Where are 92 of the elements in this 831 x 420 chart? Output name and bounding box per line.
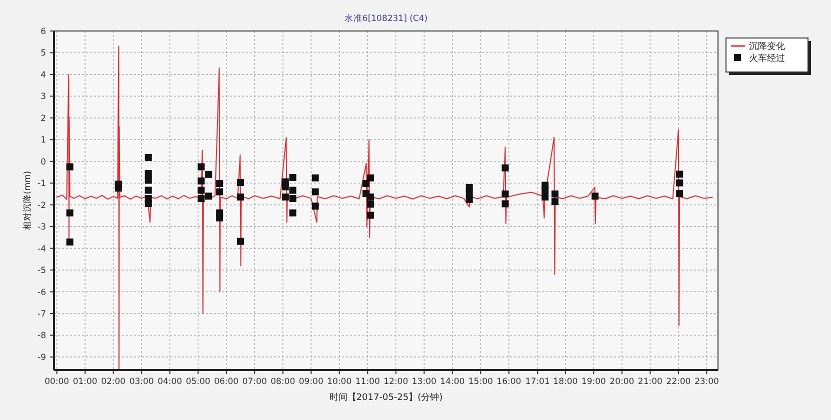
point	[205, 170, 212, 178]
legend-label: 火车经过	[749, 53, 785, 64]
y-tick-label: -9	[38, 352, 46, 363]
x-tick-label: 13:00	[412, 377, 436, 387]
point	[236, 178, 244, 186]
x-tick-label: 07:00	[242, 377, 267, 387]
point	[198, 163, 205, 170]
point	[144, 200, 152, 208]
x-tick-label: 04:00	[158, 377, 182, 387]
x-tick-label: 11:00	[355, 377, 380, 387]
x-tick-label: 10:00	[327, 377, 352, 387]
x-tick-label: 14:00	[440, 377, 465, 387]
point	[289, 195, 296, 202]
y-tick-label: 5	[40, 48, 46, 59]
point	[198, 195, 205, 202]
x-tick-label: 16:00	[496, 377, 522, 387]
x-tick-label: 17:01	[525, 377, 550, 387]
x-tick-label: 22:00	[666, 377, 691, 387]
x-tick-label: 06:00	[214, 377, 239, 387]
point	[502, 200, 509, 208]
point	[198, 186, 205, 194]
y-tick-label: 4	[40, 70, 46, 80]
point	[114, 184, 122, 192]
point	[236, 194, 244, 201]
y-tick-label: 2	[40, 114, 46, 124]
point	[366, 174, 374, 182]
point	[144, 154, 152, 161]
point	[502, 190, 509, 198]
x-tick-label: 12:00	[384, 377, 408, 387]
x-tick-label: 05:00	[186, 377, 210, 387]
point	[144, 170, 152, 178]
point	[551, 198, 558, 206]
x-tick-label: 18:00	[553, 377, 578, 387]
point	[466, 196, 473, 203]
point	[205, 192, 212, 200]
y-tick-label: 0	[40, 157, 46, 168]
point	[216, 188, 224, 196]
y-tick-label: -3	[38, 222, 46, 233]
point	[366, 212, 374, 219]
x-tick-label: 19:00	[581, 377, 606, 387]
point	[66, 238, 74, 246]
point	[289, 186, 296, 194]
point	[542, 186, 549, 194]
y-tick-label: -6	[38, 288, 46, 298]
y-tick-label: 1	[40, 136, 46, 146]
point	[282, 194, 289, 201]
y-tick-label: -7	[38, 310, 46, 320]
point	[366, 200, 374, 208]
y-tick-label: -5	[38, 266, 46, 276]
point	[216, 214, 224, 222]
y-axis-title: 相对沉降(mm)	[22, 170, 33, 230]
y-tick-label: -4	[38, 244, 46, 254]
x-tick-label: 03:00	[129, 377, 154, 387]
x-tick-label: 23:00	[694, 377, 719, 387]
x-tick-label: 08:00	[270, 377, 296, 387]
point	[289, 209, 296, 216]
y-tick-label: 3	[40, 92, 46, 102]
x-tick-label: 09:00	[298, 377, 324, 387]
point	[312, 174, 319, 182]
point	[66, 209, 74, 216]
x-tick-label: 21:00	[638, 377, 662, 387]
point	[144, 186, 152, 194]
point	[592, 192, 599, 200]
x-tick-label: 00:00	[44, 377, 70, 387]
point	[289, 174, 296, 181]
point	[198, 177, 205, 184]
point	[551, 190, 558, 198]
y-tick-label: -2	[38, 200, 46, 211]
point	[366, 194, 374, 201]
y-tick-label: -1	[38, 179, 46, 190]
point	[676, 179, 684, 186]
point	[282, 183, 289, 190]
point	[542, 194, 549, 201]
x-tick-label: 20:00	[610, 377, 634, 387]
x-axis-title: 时间【2017-05-25】(分钟)	[329, 392, 443, 403]
point	[312, 188, 319, 196]
y-tick-label: 6	[40, 27, 46, 37]
point	[236, 238, 244, 245]
legend-label: 沉降变化	[749, 41, 785, 52]
x-tick-label: 02:00	[101, 377, 126, 387]
point	[216, 180, 224, 188]
point	[66, 163, 74, 170]
chart-title: 水准6[108231] (C4)	[344, 13, 428, 24]
point	[502, 164, 509, 172]
point	[676, 170, 684, 178]
point	[362, 180, 370, 188]
point	[144, 176, 152, 184]
point	[312, 202, 319, 210]
y-tick-label: -8	[38, 331, 46, 342]
x-tick-label: 15:00	[468, 377, 493, 387]
x-tick-label: 01:00	[72, 377, 98, 387]
point	[676, 190, 684, 198]
